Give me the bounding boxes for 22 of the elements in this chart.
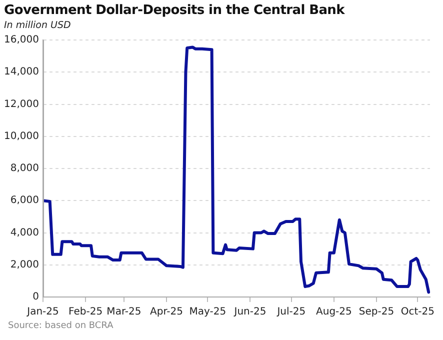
chart-subtitle: In million USD (4, 20, 71, 31)
y-tick-label: 12,000 (4, 98, 39, 110)
y-tick-label: 10,000 (4, 130, 39, 142)
x-tick-label: Oct-25 (400, 306, 434, 318)
y-tick-label: 4,000 (10, 227, 39, 238)
x-tick-label: Jan-25 (26, 306, 59, 318)
x-tick-label: May-25 (189, 306, 226, 318)
y-tick-label: 8,000 (10, 163, 39, 174)
x-tick-label: Mar-25 (106, 306, 142, 318)
source-note: Source: based on BCRA (8, 321, 114, 331)
chart-title: Government Dollar-Deposits in the Central Bank (4, 3, 344, 18)
y-tick-label: 2,000 (10, 259, 39, 270)
x-tick-label: Feb-25 (68, 306, 103, 318)
y-tick-label: 0 (32, 292, 39, 303)
y-tick-label: 16,000 (4, 34, 39, 46)
x-tick-label: Aug-25 (316, 306, 352, 318)
y-tick-label: 14,000 (4, 66, 39, 78)
x-tick-label: Sep-25 (358, 306, 394, 318)
y-tick-label: 6,000 (10, 195, 39, 206)
x-tick-label: Apr-25 (150, 306, 184, 318)
x-tick-label: Jul-25 (276, 306, 306, 318)
x-tick-label: Jun-25 (233, 306, 266, 318)
